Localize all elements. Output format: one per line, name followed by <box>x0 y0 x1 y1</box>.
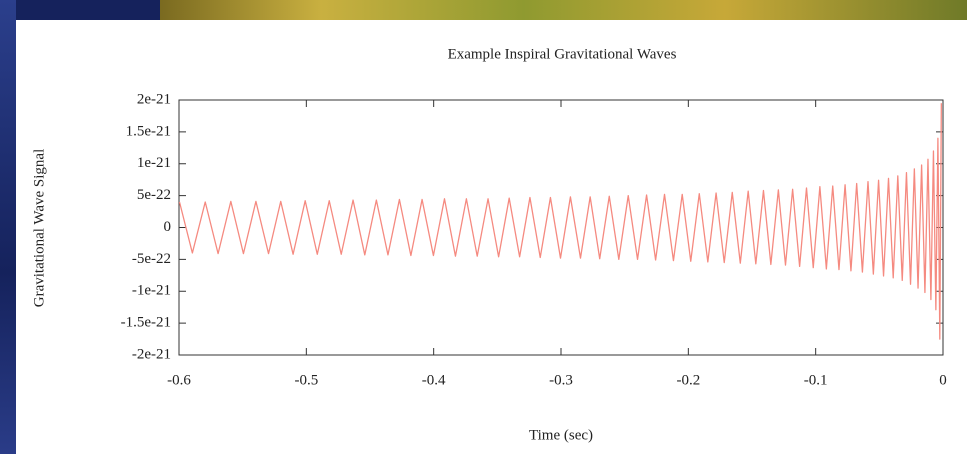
y-tick-label: 2e-21 <box>137 91 171 107</box>
x-tick-label: -0.4 <box>422 372 446 388</box>
y-axis-label: Gravitational Wave Signal <box>31 149 47 307</box>
y-tick-label: -2e-21 <box>132 346 171 362</box>
slide-image-strip <box>160 0 967 20</box>
y-tick-label: 1e-21 <box>137 155 171 171</box>
y-tick-label: -5e-22 <box>132 251 171 267</box>
x-tick-label: 0 <box>939 372 947 388</box>
x-tick-label: -0.3 <box>549 372 573 388</box>
chart-title: Example Inspiral Gravitational Waves <box>448 46 677 62</box>
slide-background <box>0 0 16 454</box>
plot-image <box>16 20 967 454</box>
plot-frame <box>178 99 944 356</box>
signal-line <box>178 103 942 340</box>
y-tick-label: 1.5e-21 <box>126 123 171 139</box>
y-tick-label: -1.5e-21 <box>121 315 171 331</box>
x-tick-label: -0.2 <box>676 372 700 388</box>
y-tick-label: -1e-21 <box>132 283 171 299</box>
x-tick-label: -0.1 <box>804 372 828 388</box>
x-axis-label: Time (sec) <box>529 427 593 443</box>
x-tick-label: -0.5 <box>294 372 318 388</box>
slide-background <box>16 0 160 20</box>
x-tick-label: -0.6 <box>167 372 191 388</box>
y-tick-label: 0 <box>164 219 172 235</box>
y-tick-label: 5e-22 <box>137 187 171 203</box>
